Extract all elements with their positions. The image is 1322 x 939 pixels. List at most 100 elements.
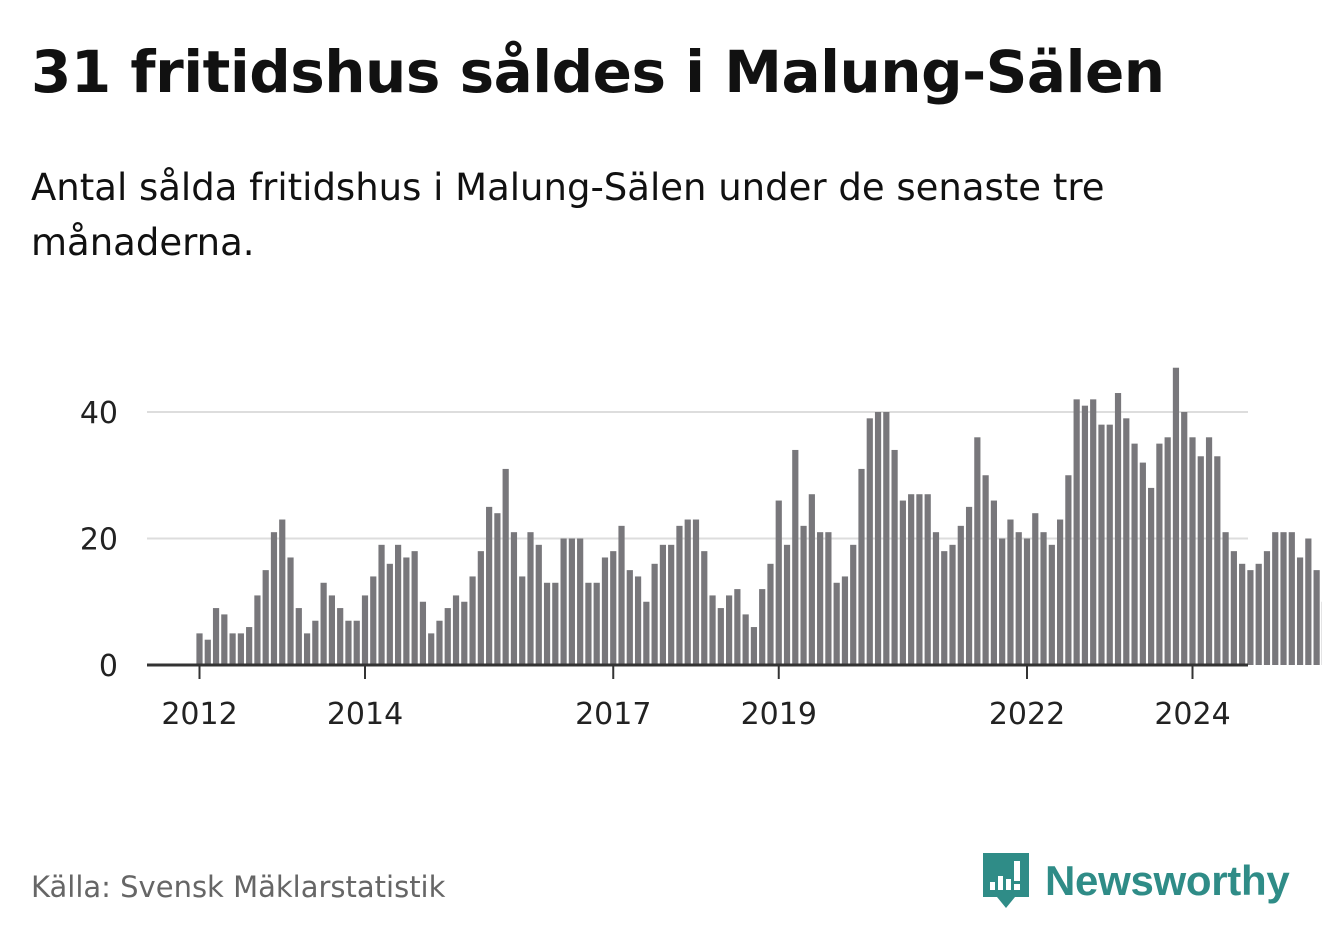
bar bbox=[1230, 551, 1237, 665]
bar bbox=[295, 608, 302, 665]
bar bbox=[792, 449, 799, 665]
bar bbox=[924, 494, 931, 665]
bar bbox=[618, 525, 625, 665]
bar bbox=[577, 538, 584, 665]
x-tick-label: 2017 bbox=[575, 697, 651, 732]
bar bbox=[1272, 532, 1279, 665]
bar bbox=[742, 614, 749, 665]
bar bbox=[353, 620, 360, 665]
bar bbox=[510, 532, 518, 665]
y-tick-label: 0 bbox=[99, 649, 118, 684]
bar bbox=[262, 570, 269, 665]
bar bbox=[941, 551, 948, 665]
bar bbox=[726, 595, 733, 665]
bar bbox=[1148, 487, 1155, 665]
bar bbox=[717, 608, 724, 665]
bar bbox=[386, 563, 393, 665]
bar bbox=[1090, 399, 1097, 665]
bar bbox=[833, 582, 840, 665]
x-tick-label: 2019 bbox=[741, 697, 817, 732]
labels: 0204020122014201720192022202431 bbox=[80, 396, 1231, 732]
bar bbox=[312, 620, 319, 665]
bar bbox=[808, 494, 815, 665]
bar bbox=[212, 608, 220, 665]
bar bbox=[370, 576, 377, 665]
bar bbox=[1123, 418, 1130, 665]
bar bbox=[1280, 532, 1287, 665]
x-tick-label: 2014 bbox=[327, 697, 403, 732]
bar bbox=[1007, 519, 1014, 665]
bar bbox=[1040, 532, 1047, 665]
bar bbox=[1222, 532, 1229, 665]
bar bbox=[775, 500, 782, 665]
bar bbox=[1139, 462, 1146, 665]
bar bbox=[709, 595, 716, 665]
bar bbox=[361, 595, 369, 665]
bar bbox=[543, 582, 551, 665]
bar bbox=[502, 468, 509, 665]
bar bbox=[1189, 437, 1196, 665]
bar bbox=[825, 532, 832, 665]
bar bbox=[469, 576, 476, 665]
bar bbox=[1081, 405, 1089, 665]
bar bbox=[1156, 443, 1163, 665]
bar bbox=[601, 557, 609, 665]
bar bbox=[974, 437, 981, 665]
bar bbox=[908, 494, 915, 665]
chart-subtitle: Antal sålda fritidshus i Malung-Sälen un… bbox=[31, 166, 1105, 264]
bar bbox=[477, 551, 484, 665]
bar bbox=[949, 544, 956, 665]
source-note: Källa: Svensk Mäklarstatistik bbox=[31, 870, 446, 904]
bar bbox=[320, 582, 327, 665]
bar bbox=[1032, 513, 1039, 665]
bar bbox=[560, 538, 567, 665]
bar bbox=[1098, 424, 1105, 665]
bar bbox=[411, 551, 418, 665]
x-tick-label: 2022 bbox=[989, 697, 1065, 732]
bar bbox=[337, 608, 344, 665]
bar bbox=[378, 544, 385, 665]
bar bbox=[1296, 557, 1304, 665]
bar bbox=[783, 544, 791, 665]
bar bbox=[734, 589, 741, 665]
bar bbox=[403, 557, 410, 665]
bar bbox=[626, 570, 633, 665]
newsworthy-logo: Newsworthy bbox=[981, 851, 1290, 911]
bar bbox=[436, 620, 443, 665]
axes bbox=[147, 663, 1248, 679]
bar bbox=[651, 563, 658, 665]
bar bbox=[1048, 544, 1055, 665]
bar bbox=[303, 633, 311, 665]
bar bbox=[634, 576, 642, 665]
bar bbox=[643, 601, 650, 665]
y-tick-label: 20 bbox=[80, 523, 118, 558]
bar bbox=[486, 506, 493, 665]
bar bbox=[1214, 456, 1221, 665]
bar bbox=[328, 595, 335, 665]
bar bbox=[1164, 437, 1171, 665]
bar bbox=[932, 532, 940, 665]
bar bbox=[750, 627, 758, 665]
bar bbox=[444, 608, 451, 665]
bar bbox=[899, 500, 906, 665]
bar bbox=[759, 589, 766, 665]
bar bbox=[519, 576, 526, 665]
bar bbox=[568, 538, 575, 665]
bar bbox=[204, 639, 211, 665]
bar bbox=[527, 532, 534, 665]
bar bbox=[1057, 519, 1064, 665]
bar bbox=[1181, 412, 1188, 665]
bar bbox=[1313, 570, 1320, 665]
bar bbox=[916, 494, 923, 665]
bar bbox=[684, 519, 691, 665]
x-tick-label: 2012 bbox=[161, 697, 237, 732]
bars bbox=[196, 367, 1322, 665]
bar bbox=[1065, 475, 1072, 665]
bar bbox=[1197, 456, 1204, 665]
bar bbox=[1023, 538, 1031, 665]
bar bbox=[1288, 532, 1295, 665]
bar bbox=[1255, 563, 1262, 665]
bar bbox=[982, 475, 989, 665]
bar bbox=[1073, 399, 1080, 665]
bar bbox=[221, 614, 228, 665]
